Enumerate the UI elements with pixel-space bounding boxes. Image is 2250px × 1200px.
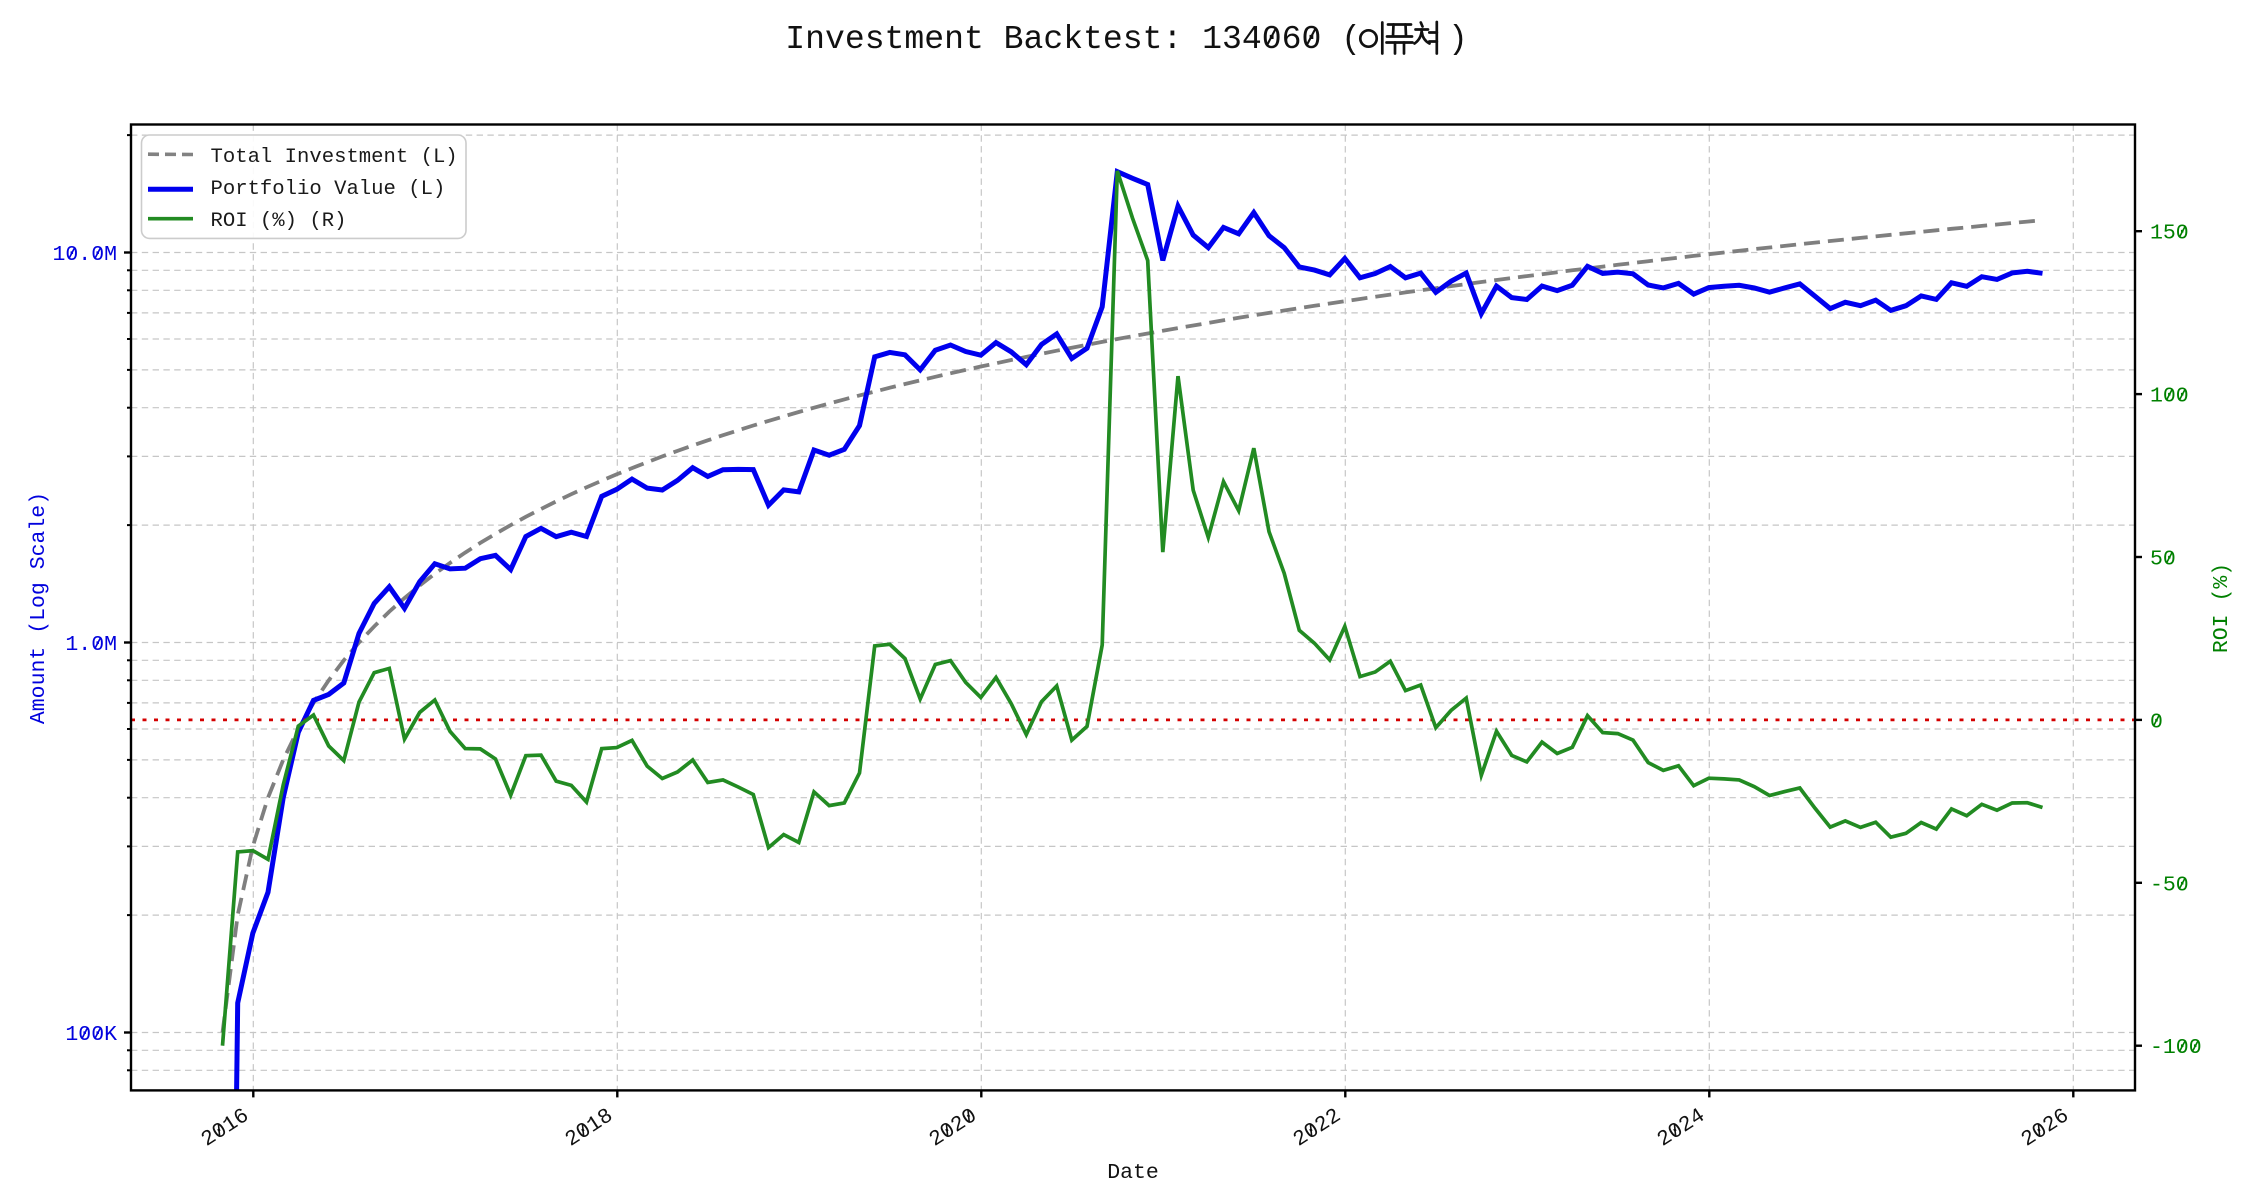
svg-text:150: 150: [2150, 222, 2189, 246]
svg-text:Portfolio Value (L): Portfolio Value (L): [211, 178, 446, 201]
svg-text:Total Investment (L): Total Investment (L): [211, 146, 458, 169]
svg-text:ROI (%): ROI (%): [2210, 563, 2234, 653]
svg-text:Date: Date: [1107, 1161, 1159, 1185]
svg-text:-50: -50: [2150, 873, 2189, 897]
svg-text:100K: 100K: [65, 1023, 117, 1047]
svg-text:Amount (Log Scale): Amount (Log Scale): [27, 492, 51, 724]
svg-text:50: 50: [2150, 548, 2176, 572]
svg-text:0: 0: [2150, 710, 2163, 734]
svg-text:100: 100: [2150, 385, 2189, 409]
svg-text:10.0M: 10.0M: [52, 243, 117, 267]
svg-text:ROI (%) (R): ROI (%) (R): [211, 210, 347, 233]
svg-text:1.0M: 1.0M: [65, 633, 117, 657]
svg-text:Investment Backtest: 134060 (: Investment Backtest: 134060 (: [785, 20, 1361, 58]
svg-text:): ): [1448, 20, 1468, 58]
svg-text:-100: -100: [2150, 1036, 2202, 1060]
